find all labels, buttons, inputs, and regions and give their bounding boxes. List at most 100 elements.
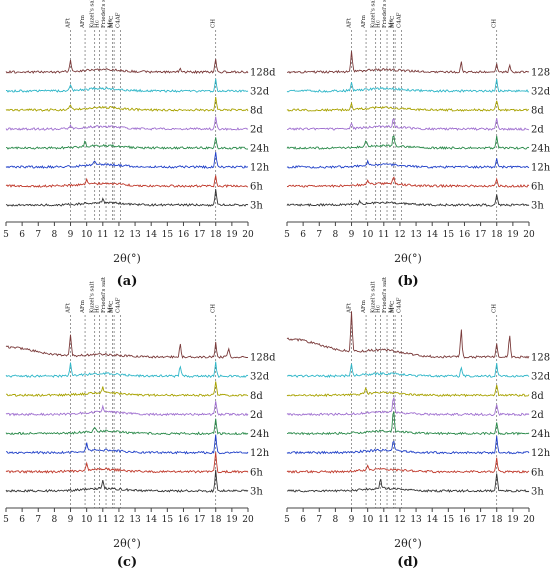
phase-label: M"C bbox=[109, 301, 115, 313]
chart-panel-b: 5 6 7 8 9 10 11 12 13 14 15 16 17 18 19 20 2θ(°) (b) AFt AF… bbox=[284, 0, 550, 289]
series-line-6h bbox=[5, 175, 249, 189]
phase-label: CH bbox=[211, 19, 217, 28]
x-tick-label: 11 bbox=[97, 230, 108, 240]
phase-label: M"C bbox=[390, 16, 396, 28]
series-line-6h bbox=[286, 457, 530, 474]
x-tick-label: 7 bbox=[35, 230, 41, 240]
series-label: 2d bbox=[531, 125, 544, 136]
x-tick-label: 20 bbox=[242, 515, 254, 525]
series-label: 128d bbox=[250, 353, 276, 364]
x-tick-label: 5 bbox=[3, 515, 9, 525]
series-line-2d bbox=[287, 118, 530, 131]
series-label: 128d bbox=[250, 68, 276, 79]
series-line-32d bbox=[287, 363, 530, 379]
phase-label: AFt bbox=[66, 17, 72, 29]
series-label: 8d bbox=[250, 106, 263, 117]
phase-label: AFm bbox=[361, 14, 367, 29]
series-line-3h bbox=[287, 473, 530, 493]
series-line-3h bbox=[5, 188, 249, 207]
series-label: 2d bbox=[250, 410, 263, 421]
phase-label: C4AF bbox=[397, 297, 403, 313]
x-tick-label: 11 bbox=[378, 515, 389, 525]
x-tick-label: 20 bbox=[242, 230, 254, 240]
phase-label: Kuzel's salt bbox=[90, 0, 96, 28]
series-label: 2d bbox=[250, 125, 263, 136]
x-tick-label: 13 bbox=[410, 230, 422, 240]
x-tick-label: 7 bbox=[35, 515, 41, 525]
x-tick-label: 12 bbox=[113, 230, 124, 240]
phase-label: AFm bbox=[361, 299, 367, 314]
series-line-6h bbox=[5, 452, 249, 474]
x-tick-label: 8 bbox=[52, 515, 58, 525]
series-line-24h bbox=[287, 411, 530, 436]
panel-label: (b) bbox=[397, 274, 418, 289]
x-tick-label: 12 bbox=[113, 515, 124, 525]
phase-label: Kuzel's salt bbox=[371, 281, 377, 313]
series-line-2d bbox=[286, 396, 530, 417]
phase-label: AFm bbox=[80, 14, 86, 29]
phase-label: Friedel's salt bbox=[101, 276, 107, 313]
series-line-32d bbox=[286, 79, 530, 93]
series-label: 6h bbox=[531, 467, 544, 478]
x-tick-label: 5 bbox=[284, 230, 290, 240]
x-axis-title: 2θ(°) bbox=[394, 537, 422, 550]
series-label: 2d bbox=[531, 410, 544, 421]
series-line-3h bbox=[286, 194, 530, 207]
x-tick-label: 14 bbox=[145, 515, 157, 525]
x-tick-label: 14 bbox=[426, 515, 438, 525]
series-label: 24h bbox=[531, 144, 550, 155]
x-tick-label: 17 bbox=[194, 230, 206, 240]
x-tick-label: 11 bbox=[97, 515, 108, 525]
x-tick-label: 17 bbox=[194, 515, 206, 525]
x-tick-label: 19 bbox=[507, 230, 519, 240]
phase-label: CH bbox=[492, 304, 498, 313]
phase-label: Kuzel's salt bbox=[371, 0, 377, 28]
x-tick-label: 6 bbox=[300, 230, 306, 240]
x-tick-label: 6 bbox=[300, 515, 306, 525]
x-tick-label: 15 bbox=[162, 515, 174, 525]
x-axis-title: 2θ(°) bbox=[113, 252, 141, 265]
x-tick-label: 18 bbox=[210, 515, 222, 525]
phase-label: AFt bbox=[347, 302, 353, 314]
series-label: 128d bbox=[531, 353, 550, 364]
series-label: 12h bbox=[250, 448, 270, 459]
x-tick-label: 8 bbox=[333, 515, 339, 525]
panel-label: (d) bbox=[397, 555, 418, 569]
phase-label: Hc bbox=[95, 20, 101, 28]
x-tick-label: 16 bbox=[459, 230, 471, 240]
series-line-12h bbox=[286, 158, 530, 169]
phase-label: CH bbox=[492, 19, 498, 28]
x-tick-label: 19 bbox=[226, 515, 238, 525]
series-label: 32d bbox=[531, 372, 550, 383]
series-label: 3h bbox=[531, 201, 544, 212]
series-label: 12h bbox=[531, 163, 550, 174]
series-label: 24h bbox=[250, 144, 270, 155]
x-tick-label: 6 bbox=[19, 230, 25, 240]
x-tick-label: 17 bbox=[475, 515, 487, 525]
phase-label: M"C bbox=[390, 301, 396, 313]
x-tick-label: 15 bbox=[443, 230, 455, 240]
panel-label: (c) bbox=[117, 555, 137, 569]
phase-label: Friedel's salt bbox=[382, 276, 388, 313]
x-tick-label: 9 bbox=[349, 230, 355, 240]
x-tick-label: 16 bbox=[459, 515, 471, 525]
x-axis-title: 2θ(°) bbox=[394, 252, 422, 265]
panel-label: (a) bbox=[117, 274, 138, 289]
series-line-2d bbox=[5, 116, 249, 131]
x-tick-label: 10 bbox=[81, 515, 93, 525]
series-line-24h bbox=[6, 137, 249, 150]
chart-panel-a: 5 6 7 8 9 10 11 12 13 14 15 16 17 18 19 20 2θ(°) (a) AFt AF… bbox=[3, 0, 276, 289]
x-tick-label: 13 bbox=[129, 230, 141, 240]
series-label: 128d bbox=[531, 68, 550, 79]
phase-label: AFt bbox=[66, 302, 72, 314]
series-line-12h bbox=[286, 435, 530, 455]
series-label: 32d bbox=[531, 87, 550, 98]
series-label: 8d bbox=[250, 391, 263, 402]
phase-label: C4AF bbox=[397, 12, 403, 28]
x-tick-label: 11 bbox=[378, 230, 389, 240]
series-label: 12h bbox=[250, 163, 270, 174]
x-tick-label: 14 bbox=[145, 230, 157, 240]
x-tick-label: 19 bbox=[226, 230, 238, 240]
x-tick-label: 12 bbox=[394, 230, 405, 240]
